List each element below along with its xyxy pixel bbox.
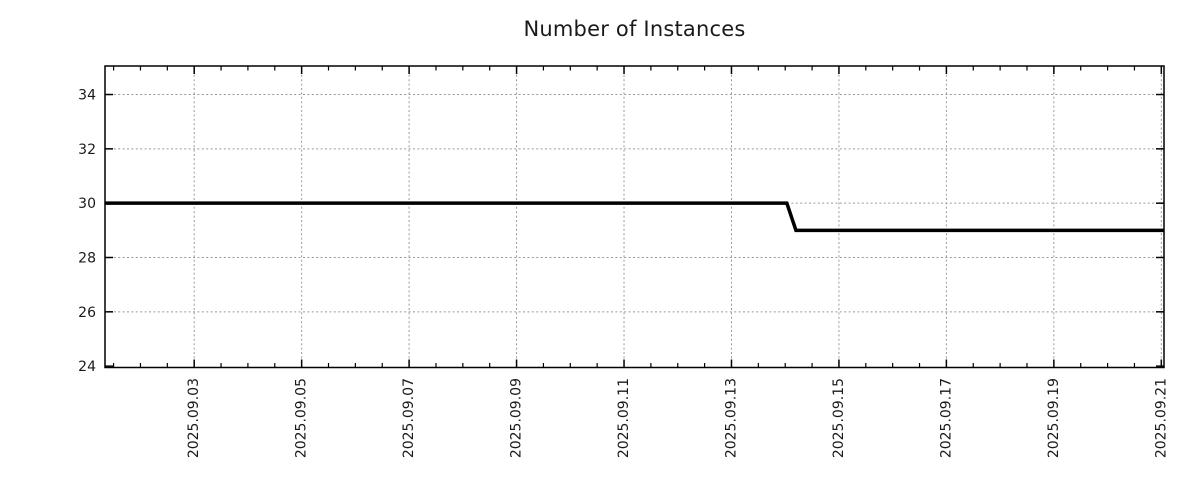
series-group — [105, 201, 1164, 233]
x-tick-label: 2025.09.19 — [1046, 378, 1062, 458]
x-tick-label: 2025.09.11 — [616, 378, 632, 458]
y-tick-label: 30 — [78, 196, 96, 212]
y-tick-label: 26 — [78, 305, 96, 321]
x-tick-label: 2025.09.15 — [831, 378, 847, 458]
x-tick-label: 2025.09.05 — [294, 378, 310, 458]
x-tick-label: 2025.09.07 — [401, 378, 417, 458]
x-tick-label: 2025.09.09 — [509, 378, 525, 458]
series-line-instances — [105, 201, 1164, 233]
grid-lines — [105, 66, 1164, 368]
tick-labels: 2025.09.03 2025.09.05 2025.09.07 2025.09.09… — [78, 88, 1169, 459]
chart-title: Number of Instances — [523, 17, 746, 41]
axes-and-ticks — [104, 65, 1165, 369]
x-tick-label: 2025.09.17 — [938, 378, 954, 458]
y-tick-label: 32 — [78, 142, 96, 158]
x-tick-label: 2025.09.03 — [186, 378, 202, 458]
plot-border — [104, 65, 1165, 369]
x-tick-label: 2025.09.21 — [1153, 378, 1169, 458]
y-tick-label: 28 — [78, 250, 96, 266]
y-tick-label: 24 — [78, 359, 96, 375]
x-tick-label: 2025.09.13 — [723, 378, 739, 458]
y-tick-label: 34 — [78, 88, 96, 104]
